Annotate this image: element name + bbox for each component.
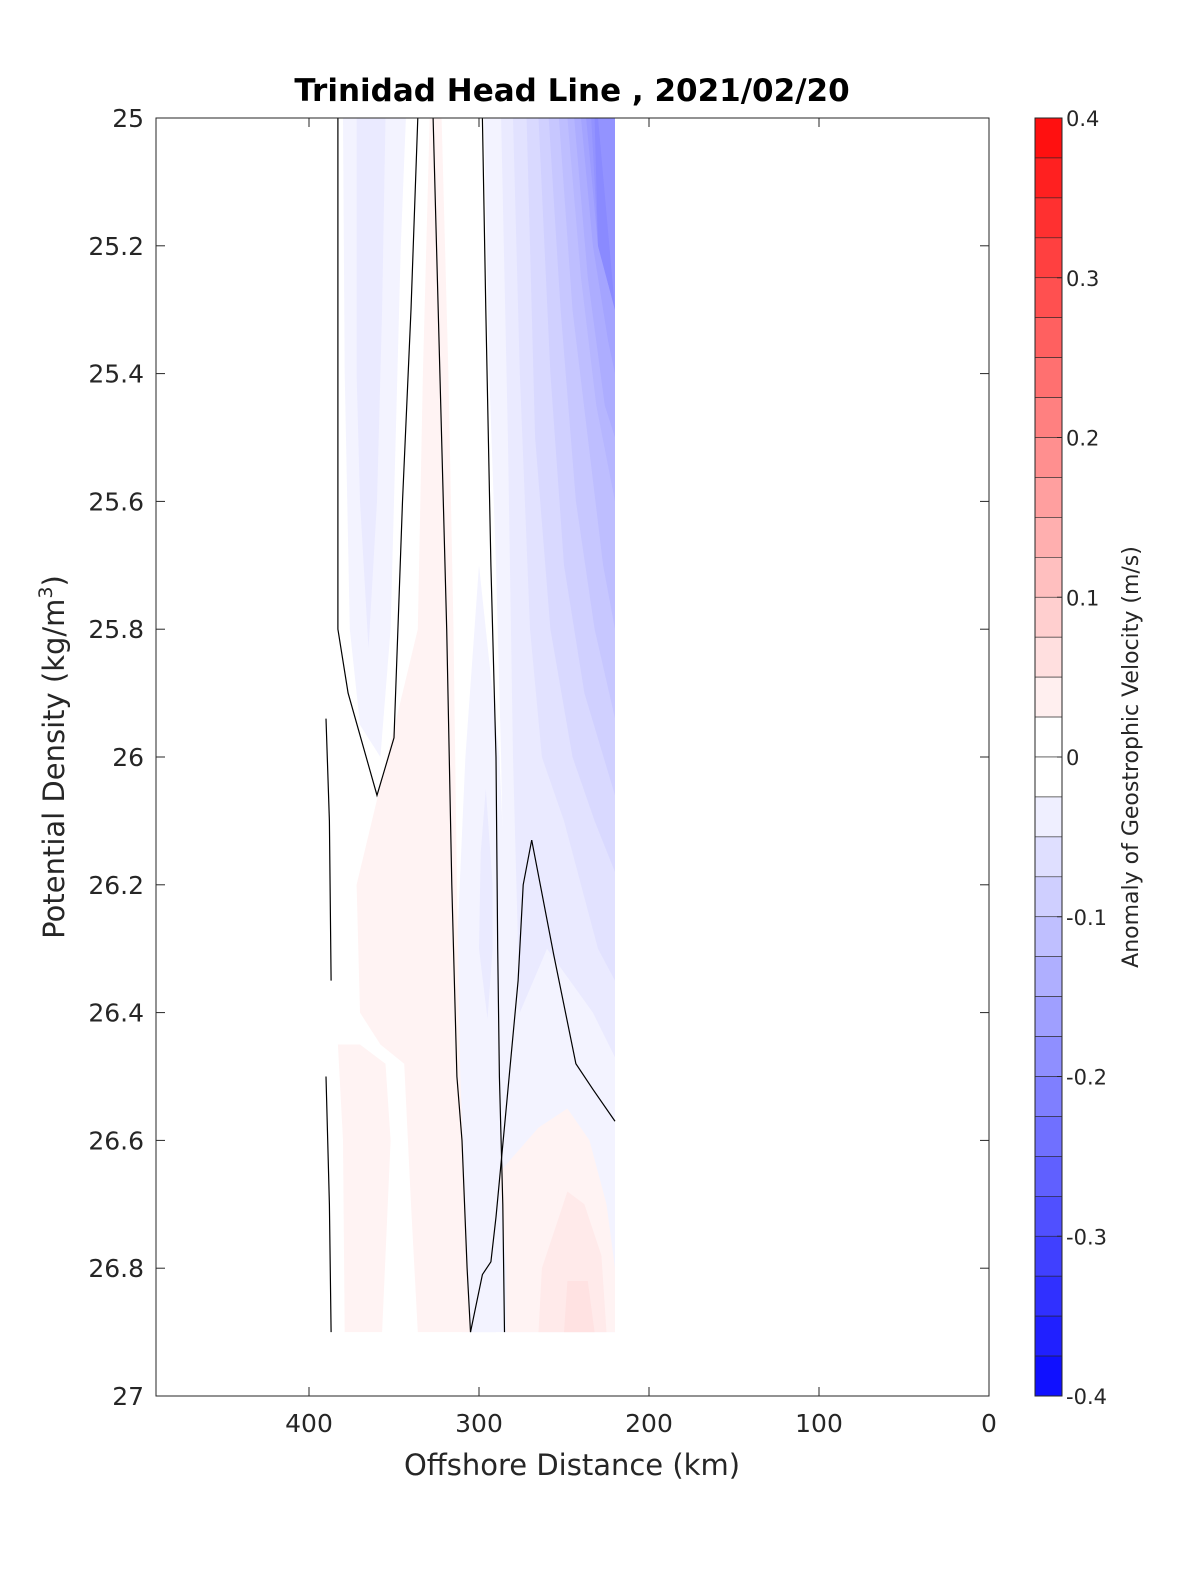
- zero-contour-6: [531, 839, 616, 1122]
- zero-contour-0: [337, 118, 419, 798]
- colorbar-bin: [1034, 1116, 1063, 1157]
- colorbar-bin: [1034, 796, 1063, 838]
- colorbar-bin: [1034, 517, 1063, 558]
- colorbar-label: Anomaly of Geostrophic Velocity (m/s): [1119, 546, 1144, 968]
- colorbar-bin: [1034, 397, 1063, 438]
- zero-contour-3: [432, 118, 472, 1333]
- x-tick-label: 200: [625, 1409, 673, 1438]
- x-tick-label: 0: [981, 1409, 997, 1438]
- y-tick-label: 26.6: [88, 1126, 144, 1155]
- y-tick-label: 25.8: [88, 615, 144, 644]
- colorbar-bin: [1034, 1315, 1063, 1357]
- zero-contour-1: [325, 718, 332, 981]
- colorbar-tick-label: -0.4: [1066, 1385, 1107, 1409]
- colorbar-bin: [1034, 437, 1063, 478]
- colorbar-bin: [1034, 916, 1063, 957]
- y-axis-ticks: 25 25.2 25.4 25.6 25.8 26 26.2 26.4 26.6 26.8 27: [88, 104, 989, 1411]
- colorbar-bin: [1034, 557, 1063, 598]
- colorbar-tick-label: 0.3: [1066, 267, 1099, 291]
- colorbar-bin: [1034, 357, 1063, 398]
- y-tick-label: 26.4: [88, 999, 144, 1028]
- y-tick-label: 25.6: [88, 487, 144, 516]
- contour-region-16: [479, 788, 493, 1019]
- chart-title: Trinidad Head Line , 2021/02/20: [294, 73, 849, 109]
- x-tick-label: 300: [455, 1409, 503, 1438]
- zero-contour-2: [325, 1076, 332, 1333]
- colorbar-tick-label: -0.2: [1066, 1066, 1107, 1090]
- colorbar-tick-label: -0.1: [1066, 906, 1107, 930]
- y-tick-label: 26.8: [88, 1254, 144, 1283]
- x-tick-label: 400: [285, 1409, 333, 1438]
- colorbar-bin: [1034, 876, 1063, 918]
- zero-contour-5: [469, 839, 533, 1333]
- y-axis-label-sup: 3: [35, 586, 57, 598]
- contour-region-1: [356, 118, 386, 649]
- colorbar-tick-label: 0.4: [1066, 107, 1099, 131]
- contour-region-21: [564, 1280, 595, 1333]
- colorbar-bin: [1034, 317, 1063, 358]
- colorbar-bin: [1034, 1076, 1063, 1117]
- colorbar-bin: [1034, 636, 1063, 678]
- x-axis-ticks: 400 300 200 100 0: [285, 118, 997, 1438]
- contour-region-14: [594, 118, 615, 310]
- y-axis-label: Potential Density (kg/m3): [35, 575, 71, 939]
- x-axis-label: Offshore Distance (km): [404, 1448, 740, 1482]
- colorbar-bin: [1034, 1036, 1063, 1077]
- colorbar-bin: [1034, 117, 1063, 159]
- y-tick-label: 25.2: [88, 232, 144, 261]
- colorbar-bin: [1034, 836, 1063, 878]
- colorbar-bin: [1034, 1275, 1063, 1317]
- colorbar-bin: [1034, 996, 1063, 1037]
- colorbar-bin: [1034, 1156, 1063, 1197]
- y-tick-label: 26.2: [88, 871, 144, 900]
- colorbar-bin: [1034, 676, 1063, 718]
- colorbar-bin: [1034, 956, 1063, 997]
- y-tick-label: 26: [112, 743, 144, 772]
- y-tick-label: 25.4: [88, 360, 144, 389]
- y-axis-label-end: ): [37, 575, 71, 586]
- colorbar-bin: [1034, 237, 1063, 279]
- colorbar-bin: [1034, 716, 1063, 758]
- zero-contour-lines: [325, 118, 616, 1333]
- zero-contour-4: [481, 118, 506, 1333]
- colorbar-bin: [1034, 277, 1063, 318]
- colorbar-bin: [1034, 596, 1063, 638]
- contour-region-17: [356, 118, 471, 1333]
- colorbar-bin: [1034, 1235, 1063, 1277]
- colorbar-bin: [1034, 756, 1063, 798]
- colorbar: 0.4 0.3 0.2 0.1 0 -0.1 -0.2 -0.3 -0.4: [1034, 107, 1107, 1409]
- colorbar-tick-label: 0.2: [1066, 427, 1099, 451]
- y-axis-label-main: Potential Density (kg/m: [37, 599, 71, 939]
- colorbar-bin: [1034, 157, 1063, 199]
- contour-region-18: [337, 1044, 391, 1333]
- colorbar-bin: [1034, 477, 1063, 518]
- colorbar-bin: [1034, 197, 1063, 239]
- colorbar-tick-label: -0.3: [1066, 1225, 1107, 1249]
- x-tick-label: 100: [795, 1409, 843, 1438]
- colorbar-bin: [1034, 1355, 1063, 1397]
- colorbar-bin: [1034, 1196, 1063, 1237]
- colorbar-tick-label: 0: [1066, 746, 1079, 770]
- y-tick-label: 27: [112, 1382, 144, 1411]
- y-tick-label: 25: [112, 104, 144, 133]
- colorbar-tick-label: 0.1: [1066, 586, 1099, 610]
- plot-area: 400 300 200 100 0 25 25.2 25.4 25.6 25.8 26 26.2 26…: [88, 104, 997, 1438]
